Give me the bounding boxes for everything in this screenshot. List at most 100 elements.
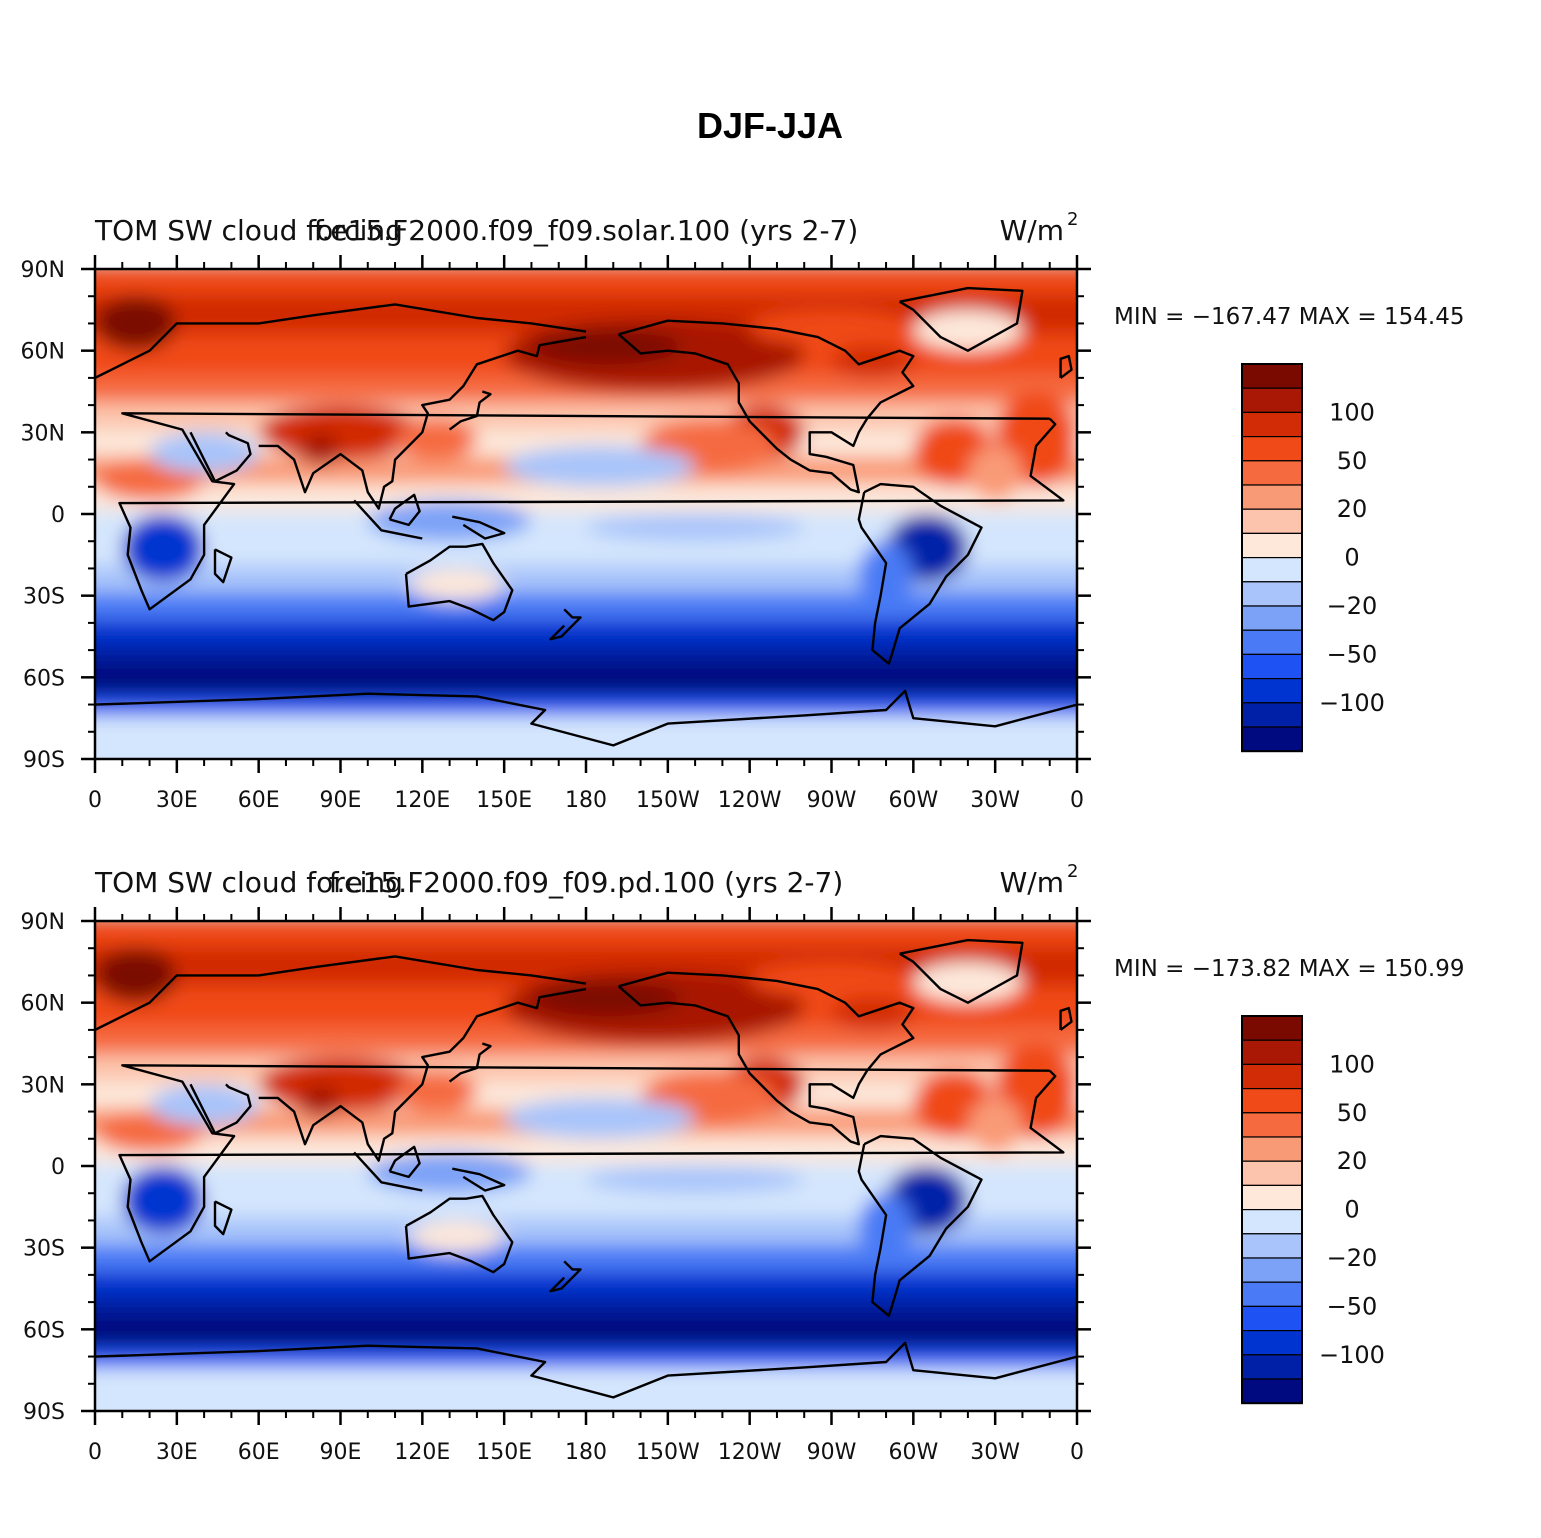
field-region — [258, 405, 423, 460]
field-band — [95, 1312, 1077, 1355]
field-region — [122, 514, 205, 583]
coastline — [388, 493, 421, 527]
x-tick-label: 90W — [807, 788, 857, 813]
colorbar-segment — [1241, 1087, 1303, 1114]
panel-1-contour-field — [95, 269, 1077, 759]
colorbar-label: −20 — [1327, 592, 1378, 620]
x-tick-label: 30W — [970, 788, 1020, 813]
coastline — [258, 987, 587, 1162]
colorbar-segment — [1241, 653, 1303, 680]
coastline — [353, 1151, 423, 1192]
coastline — [549, 608, 582, 641]
colorbar-label: 0 — [1344, 1196, 1359, 1224]
colorbar-label: −20 — [1327, 1244, 1378, 1272]
y-tick-label: 60N — [21, 340, 65, 365]
colorbar-segment — [1241, 1378, 1303, 1404]
field-region — [149, 432, 259, 474]
colorbar-segment — [1241, 702, 1303, 728]
colorbar-segment — [1241, 363, 1303, 389]
panel-2-units: W/m — [1000, 866, 1064, 899]
x-tick-label: 150E — [476, 1440, 532, 1465]
field-region — [395, 1070, 477, 1112]
coastline — [857, 1134, 983, 1317]
colorbar-segment — [1241, 677, 1303, 704]
colorbar-label: 50 — [1337, 1099, 1368, 1127]
x-tick-label: 150E — [476, 788, 532, 813]
field-region — [95, 296, 177, 351]
panel-1-units-superscript: 2 — [1067, 209, 1078, 230]
x-tick-label: 60W — [888, 788, 938, 813]
field-region — [408, 568, 505, 602]
colorbar-segment — [1241, 1354, 1303, 1380]
panel-2-title-left: TOM SW cloud forcing — [94, 866, 403, 899]
x-tick-label: 120E — [394, 788, 450, 813]
panel-2-axes: 0 30E 60E 90E 120E 150E 180 150W 120W 90W 60W 30W 09… — [21, 907, 1091, 1465]
coastline — [95, 689, 1077, 747]
coastline — [448, 390, 492, 431]
panel-1-colorbar: 100 50 20 0 −20 −50 −100 — [1241, 363, 1385, 753]
colorbar-segment — [1241, 629, 1303, 656]
coastline — [452, 515, 506, 540]
colorbar-segment — [1241, 1015, 1303, 1041]
x-tick-label: 90W — [807, 1440, 857, 1465]
colorbar-segment — [1241, 387, 1303, 414]
coastline — [899, 938, 1024, 1004]
coastline — [617, 971, 915, 1146]
colorbar-segment — [1241, 726, 1303, 752]
colorbar-segment — [1241, 1160, 1303, 1186]
coastline — [452, 1167, 506, 1192]
y-tick-label: 0 — [51, 1155, 65, 1180]
y-tick-label: 0 — [51, 503, 65, 528]
colorbar-segment — [1241, 1257, 1303, 1283]
coastline — [189, 1083, 252, 1135]
panel-1-title-center: f.e15.F2000.f09_f09.solar.100 (yrs 2-7) — [314, 214, 859, 247]
coastline — [1059, 1006, 1073, 1031]
coastline — [404, 542, 514, 622]
colorbar-segment — [1241, 1281, 1303, 1307]
coastline — [617, 319, 915, 494]
panel-2-title-center: f.e15.F2000.f09_f09.pd.100 (yrs 2-7) — [329, 866, 844, 899]
colorbar-label: −100 — [1319, 1341, 1385, 1369]
field-region — [395, 418, 477, 460]
panel-1-stats: MIN = −167.47 MAX = 154.45 — [1114, 304, 1465, 330]
coastline — [95, 303, 587, 379]
colorbar-segment — [1241, 1063, 1303, 1090]
map-panel-2: TOM SW cloud forcing f.e15.F2000.f09_f09… — [21, 861, 1465, 1465]
field-region — [858, 1193, 914, 1262]
colorbar-segment — [1241, 460, 1303, 486]
y-tick-label: 30S — [23, 1237, 65, 1262]
x-tick-label: 90E — [320, 788, 362, 813]
field-region — [913, 961, 1023, 1003]
x-tick-label: 0 — [88, 1440, 102, 1465]
y-tick-label: 90N — [21, 258, 65, 283]
panel-1-units: W/m — [1000, 214, 1064, 247]
colorbar-segment — [1241, 556, 1303, 583]
coastline — [118, 1064, 1065, 1263]
coastline — [95, 955, 587, 1031]
y-tick-label: 30N — [21, 1073, 65, 1098]
colorbar-label: 20 — [1337, 1147, 1368, 1175]
field-region — [258, 1057, 423, 1112]
colorbar-segment — [1241, 1329, 1303, 1356]
colorbar-frame — [1241, 363, 1303, 753]
y-tick-label: 90S — [23, 748, 65, 773]
x-tick-label: 180 — [565, 788, 607, 813]
y-tick-label: 30S — [23, 585, 65, 610]
field-region — [149, 1084, 259, 1126]
colorbar-label: 0 — [1344, 544, 1359, 572]
colorbar-segment — [1241, 411, 1303, 438]
field-region — [858, 541, 914, 610]
panel-2-coastlines — [95, 938, 1077, 1399]
colorbar-segment — [1241, 1233, 1303, 1259]
coastline — [353, 499, 423, 540]
coastline — [189, 431, 252, 483]
field-region — [967, 445, 1023, 501]
y-tick-label: 90N — [21, 910, 65, 935]
field-region — [504, 445, 696, 487]
panel-2-stats: MIN = −173.82 MAX = 150.99 — [1114, 956, 1465, 982]
field-region — [749, 961, 914, 998]
coastline — [213, 1200, 233, 1236]
x-tick-label: 150W — [636, 788, 700, 813]
y-tick-label: 90S — [23, 1400, 65, 1425]
